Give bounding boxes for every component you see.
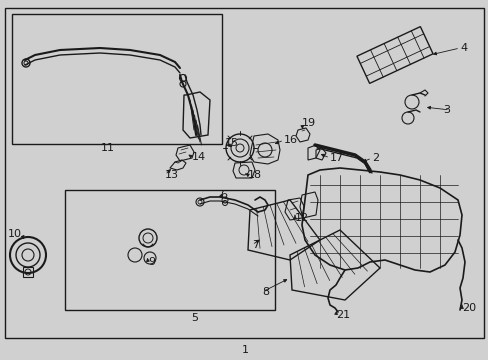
- Text: 14: 14: [192, 152, 206, 162]
- Text: 16: 16: [284, 135, 297, 145]
- Text: 17: 17: [329, 153, 344, 163]
- Text: 20: 20: [461, 303, 475, 313]
- Text: 6: 6: [220, 190, 226, 200]
- Text: 11: 11: [101, 143, 115, 153]
- Text: 4: 4: [459, 43, 466, 53]
- Text: 9: 9: [148, 257, 155, 267]
- Text: 7: 7: [251, 240, 259, 250]
- Text: 1: 1: [241, 345, 248, 355]
- Text: 5: 5: [191, 313, 198, 323]
- Bar: [65, 190, 274, 310]
- Bar: [23, 267, 33, 277]
- Text: 10: 10: [8, 229, 22, 239]
- Text: 21: 21: [335, 310, 349, 320]
- Text: 2: 2: [371, 153, 378, 163]
- Bar: [12, 14, 222, 144]
- Text: 18: 18: [247, 170, 262, 180]
- Text: 8: 8: [262, 287, 268, 297]
- Text: 13: 13: [164, 170, 179, 180]
- Text: 3: 3: [442, 105, 449, 115]
- Text: 15: 15: [224, 138, 239, 148]
- Text: 12: 12: [294, 213, 308, 223]
- Text: 19: 19: [302, 118, 315, 128]
